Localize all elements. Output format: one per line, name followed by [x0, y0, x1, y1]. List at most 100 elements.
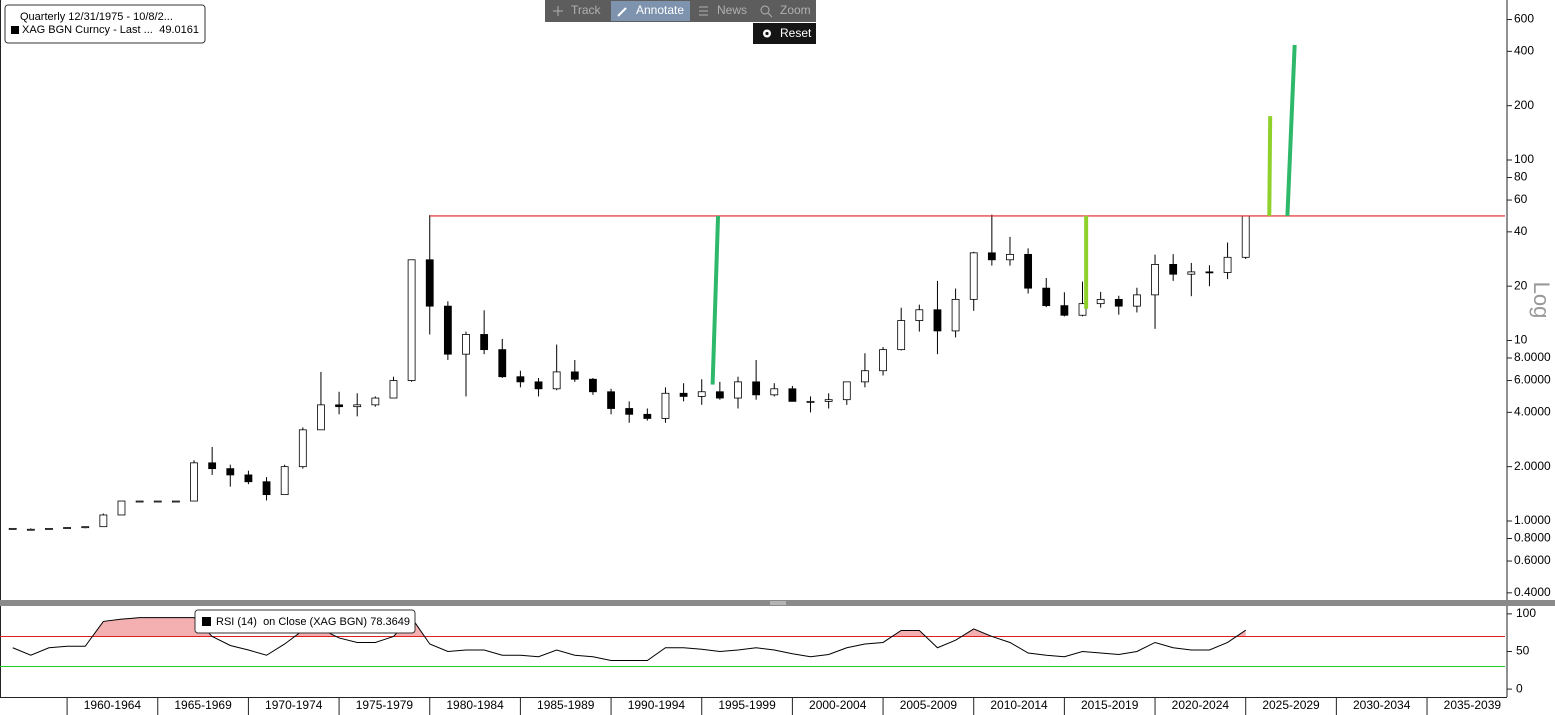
x-tick-label: 2025-2029: [1262, 698, 1320, 712]
annotate-button[interactable]: Annotate: [617, 3, 684, 17]
candle-body: [915, 309, 924, 321]
candle-body: [26, 528, 35, 531]
candle-body: [788, 388, 797, 402]
zoom-label[interactable]: Zoom: [780, 3, 811, 17]
candle-body: [861, 370, 869, 383]
reset-icon: [765, 31, 769, 36]
candle-body: [969, 252, 978, 300]
reset-label[interactable]: Reset: [780, 26, 812, 40]
y-tick-label: 20: [1514, 278, 1528, 292]
candle-body: [226, 468, 235, 476]
candle-body: [625, 408, 634, 415]
y-tick-label: 0.8000: [1514, 531, 1551, 545]
candle-body: [1187, 271, 1196, 275]
candle-body: [1241, 215, 1250, 258]
y-tick-label: 60: [1514, 192, 1528, 206]
panel-separator: [0, 600, 1555, 606]
candle-body: [335, 404, 343, 408]
candle-body: [661, 392, 670, 419]
rsi-line: [12, 616, 1246, 662]
candle-body: [480, 334, 489, 351]
y-axis-label: Log: [1529, 282, 1554, 319]
candle-body: [425, 259, 434, 307]
y-tick-label: 0.6000: [1514, 553, 1551, 567]
candle-body: [443, 305, 452, 355]
candle-body: [879, 349, 887, 372]
x-tick-label: 2030-2034: [1353, 698, 1411, 712]
x-tick-label: 1970-1974: [265, 698, 323, 712]
x-tick-label: 2010-2014: [990, 698, 1048, 712]
zoom-icon: [767, 12, 773, 18]
candle-body: [498, 349, 507, 378]
candle-body: [589, 378, 597, 393]
x-tick-label: 1980-1984: [446, 698, 504, 712]
candle-body: [607, 391, 615, 409]
candle-body: [987, 252, 996, 261]
candle-body: [552, 371, 561, 390]
candle-body: [1042, 287, 1051, 307]
x-tick-label: 1975-1979: [356, 698, 414, 712]
track-label[interactable]: Track: [571, 3, 602, 17]
legend-title: Quarterly 12/31/1975 - 10/8/2...: [20, 11, 173, 23]
reset-background[interactable]: [753, 23, 816, 44]
plot-area: 0.4000 0.6000 0.8000 1.0000 2.0000 4.0000 6.00…: [0, 12, 1551, 715]
candle-body: [824, 399, 833, 402]
candle-body: [407, 259, 416, 381]
legend-swatch: [11, 26, 19, 34]
y-tick-label: 400: [1514, 44, 1534, 58]
candle-body: [117, 500, 126, 516]
candle-body: [1205, 271, 1214, 274]
track-button[interactable]: Track: [553, 3, 602, 17]
candle-body: [933, 309, 942, 332]
candle-body: [679, 392, 688, 397]
y-tick-label: 0: [1516, 681, 1523, 695]
candle-body: [1024, 253, 1033, 289]
annotate-icon: [617, 7, 627, 17]
y-tick-label: 40: [1514, 224, 1528, 238]
annotate-label[interactable]: Annotate: [636, 3, 684, 17]
x-tick-label: 1995-1999: [718, 698, 776, 712]
candle-body: [842, 381, 851, 401]
candle-body: [317, 404, 325, 431]
candle-body: [897, 320, 906, 351]
candle-body: [951, 298, 960, 332]
rsi-legend-value: 78.3649: [370, 616, 410, 628]
candle-body: [280, 466, 289, 496]
track-icon: [553, 6, 563, 16]
candle-body: [1060, 305, 1069, 316]
candle-body: [462, 334, 470, 355]
candle-body: [1114, 298, 1123, 307]
y-tick-label: 6.0000: [1514, 373, 1551, 387]
candle-body: [770, 388, 779, 396]
rsi-legend-swatch: [202, 617, 211, 626]
y-tick-label: 0.4000: [1514, 585, 1551, 599]
candle-body: [208, 462, 217, 470]
news-label[interactable]: News: [717, 3, 747, 17]
y-tick-label: 10: [1514, 333, 1528, 347]
reset-button[interactable]: Reset: [753, 23, 816, 44]
candle-body: [63, 527, 71, 529]
zoom-button[interactable]: Zoom: [760, 3, 811, 18]
candle-body: [570, 371, 579, 380]
candle-body: [1151, 264, 1159, 296]
candle-body: [389, 380, 398, 399]
candle-body: [262, 481, 271, 496]
candle-body: [1078, 303, 1087, 316]
rsi-legend-box: [194, 609, 416, 634]
legend-box: [4, 4, 206, 44]
candle-body: [1169, 264, 1178, 275]
y-tick-label: 100: [1516, 606, 1536, 620]
news-button[interactable]: News: [699, 3, 747, 17]
candle-body: [534, 381, 543, 390]
candle-body: [371, 397, 380, 406]
y-tick-label: 600: [1514, 12, 1534, 26]
candle-body: [806, 400, 815, 403]
candle-body: [81, 526, 90, 529]
y-tick-label: 100: [1514, 152, 1534, 166]
x-tick-label: 2020-2024: [1172, 698, 1230, 712]
candle-body: [353, 404, 362, 408]
projection-line: [1285, 44, 1297, 217]
candle-body: [99, 514, 108, 528]
x-tick-label: 1985-1989: [537, 698, 595, 712]
